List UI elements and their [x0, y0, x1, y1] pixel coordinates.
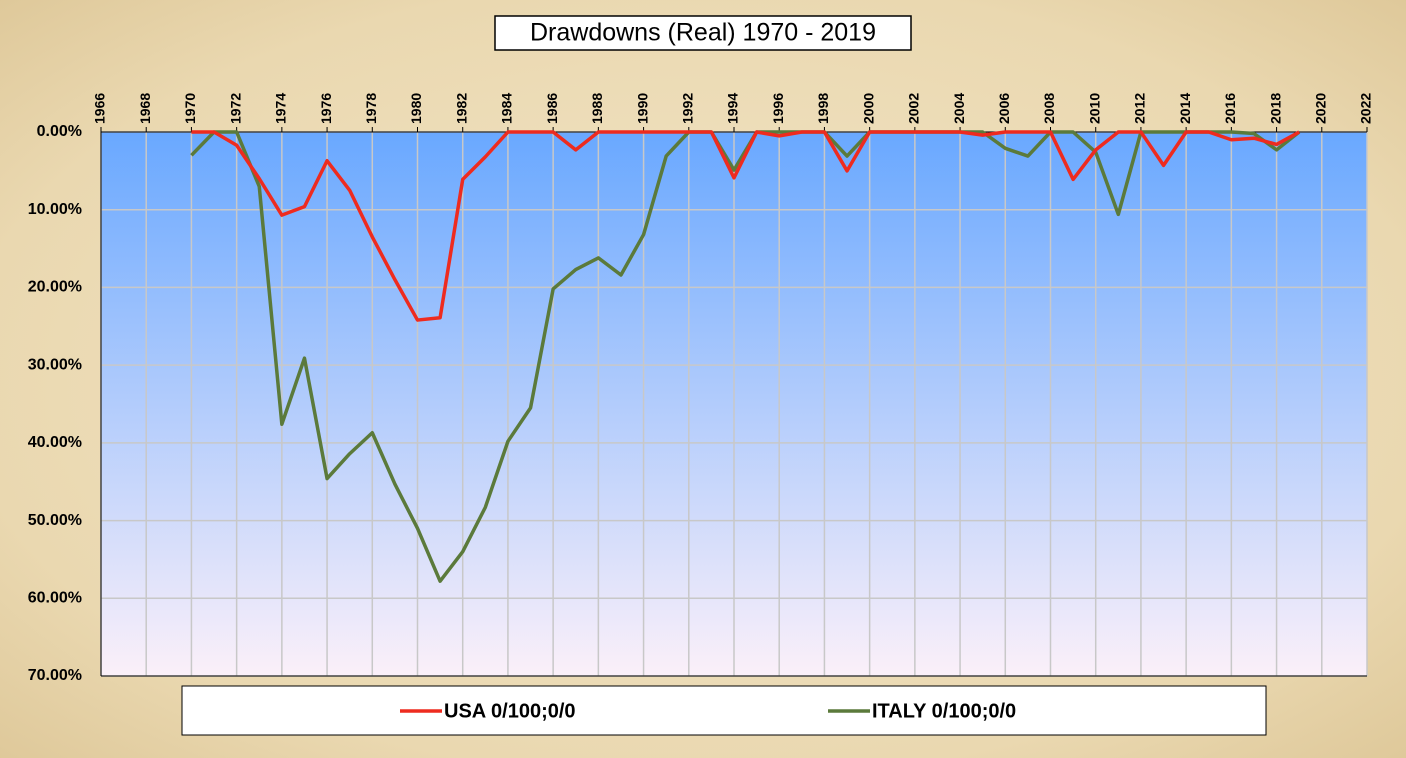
series-line [191, 130, 1301, 322]
y-tick-label: 20.00% [28, 279, 82, 296]
x-tick-label: 2016 [1222, 93, 1238, 124]
x-tick-label: 2014 [1177, 93, 1193, 124]
x-tick-label: 1974 [273, 93, 289, 124]
x-tick-label: 2000 [860, 93, 876, 124]
x-tick-label: 1968 [137, 93, 153, 124]
y-tick-label: 10.00% [28, 201, 82, 218]
x-tick-label: 2004 [951, 93, 967, 124]
x-tick-label: 1976 [318, 93, 334, 124]
x-tick-label: 1990 [634, 93, 650, 124]
x-tick-label: 2020 [1312, 93, 1328, 124]
x-tick-label: 1982 [453, 93, 469, 124]
y-tick-label: 40.00% [28, 434, 82, 451]
x-tick-label: 2006 [996, 93, 1012, 124]
legend-label: ITALY 0/100;0/0 [872, 700, 1016, 722]
x-tick-label: 1966 [92, 93, 108, 124]
x-tick-label: 1980 [408, 93, 424, 124]
x-tick-label: 2018 [1267, 93, 1283, 124]
x-tick-label: 1994 [725, 93, 741, 124]
x-tick-label: 2022 [1358, 93, 1374, 124]
y-tick-label: 0.00% [37, 123, 82, 140]
chart-title: Drawdowns (Real) 1970 - 2019 [530, 19, 876, 47]
x-tick-label: 1986 [544, 93, 560, 124]
x-tick-label: 1988 [589, 93, 605, 124]
title-box [494, 15, 912, 51]
x-tick-label: 2010 [1086, 93, 1102, 124]
x-tick-label: 2008 [1041, 93, 1057, 124]
x-tick-label: 1970 [182, 93, 198, 124]
x-tick-label: 1984 [499, 93, 515, 124]
x-tick-label: 2002 [906, 93, 922, 124]
x-tick-label: 2012 [1132, 93, 1148, 124]
x-tick-label: 1972 [227, 93, 243, 124]
y-tick-label: 70.00% [28, 667, 82, 684]
y-tick-label: 30.00% [28, 356, 82, 373]
legend-box [181, 685, 1267, 736]
x-tick-label: 1996 [770, 93, 786, 124]
legend-label: USA 0/100;0/0 [444, 700, 576, 722]
x-tick-label: 1992 [679, 93, 695, 124]
x-tick-label: 1978 [363, 93, 379, 124]
y-tick-label: 50.00% [28, 512, 82, 529]
y-tick-label: 60.00% [28, 590, 82, 607]
x-tick-label: 1998 [815, 93, 831, 124]
